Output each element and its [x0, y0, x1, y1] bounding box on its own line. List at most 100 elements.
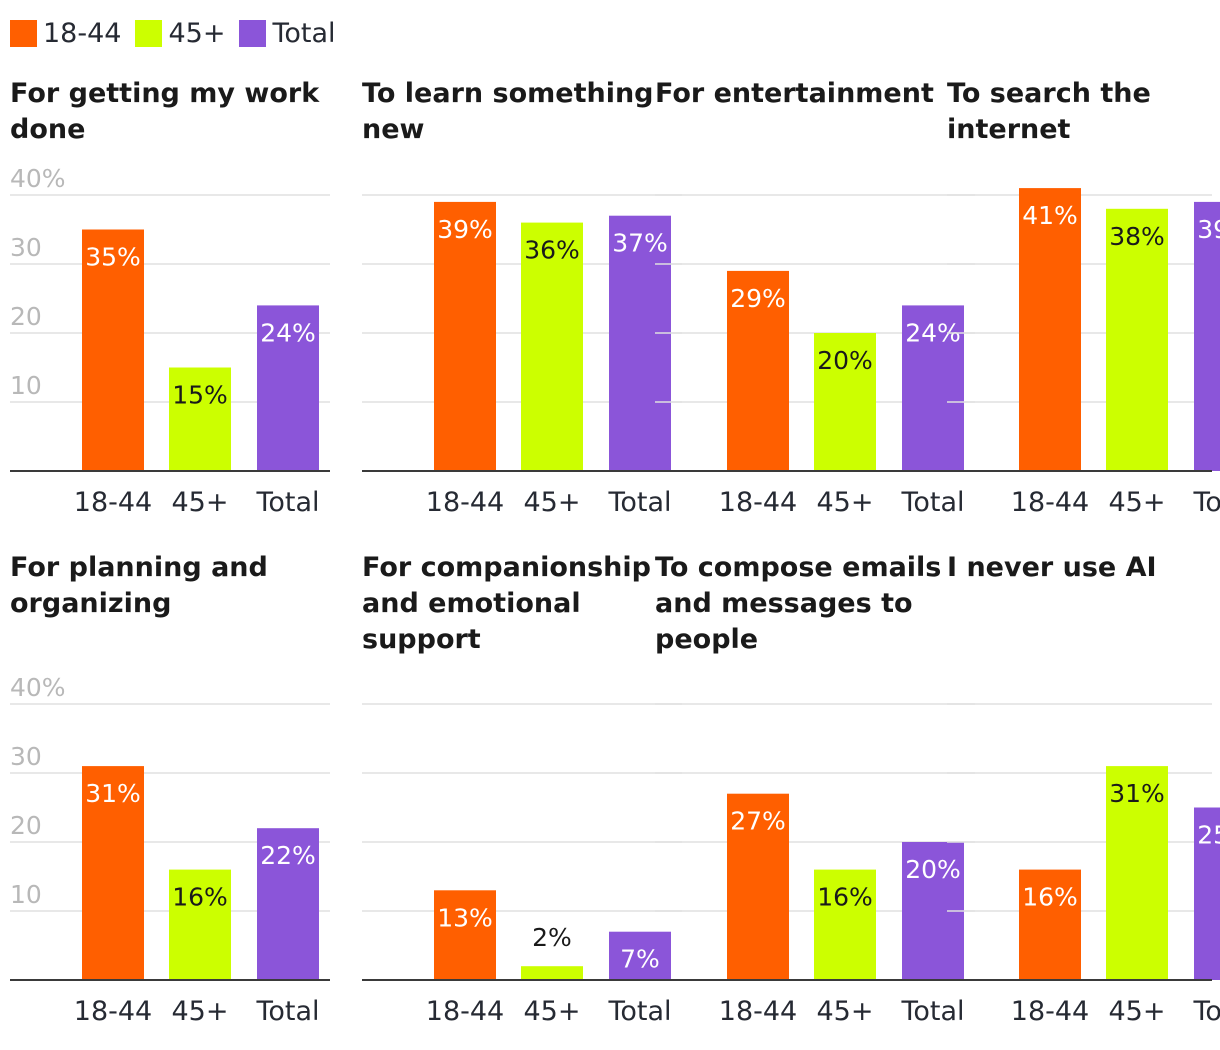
panel-planning-organizing: For planning and organizing 40% 30 20 10 31%… [10, 550, 335, 1050]
value-label-total: 22% [260, 841, 316, 870]
panel-work-done: For getting my work done 40% 30 20 10 35% 15%… [10, 76, 335, 576]
bar-45-plus [1106, 766, 1168, 980]
bar-18-44 [434, 890, 496, 980]
value-label-18-44: 39% [437, 215, 493, 244]
bar-45-plus [814, 869, 876, 980]
value-label-18-44: 16% [1022, 883, 1078, 912]
bar-total [1194, 807, 1220, 980]
value-label-18-44: 31% [85, 779, 141, 808]
x-tick-label-45-plus: 45+ [1109, 996, 1166, 1027]
panel-title: To search the internet [947, 78, 1151, 145]
value-label-45-plus: 16% [172, 883, 228, 912]
bar-total [609, 215, 671, 471]
bar-18-44 [727, 793, 789, 980]
x-tick-label-total: Total [1192, 996, 1220, 1027]
panel-compose-emails: To compose emails and messages to people… [655, 550, 980, 1050]
value-label-total: 7% [620, 945, 660, 974]
panel-never-use-ai: I never use AI 16% 31% 25% 18-44 45+ Total [947, 550, 1220, 1050]
x-tick-label-18-44: 18-44 [1011, 487, 1089, 518]
legend: 18-44 45+ Total [10, 18, 336, 49]
x-tick-label-18-44: 18-44 [719, 996, 797, 1027]
x-tick-label-45-plus: 45+ [524, 487, 581, 518]
bar-chart-compose-emails: 27% 16% 20% 18-44 45+ Total [655, 703, 975, 1027]
panel-title: To learn something new [362, 78, 654, 145]
bar-45-plus [169, 367, 231, 471]
bar-18-44 [1019, 869, 1081, 980]
x-tick-label-45-plus: 45+ [1109, 487, 1166, 518]
value-label-45-plus: 38% [1109, 222, 1165, 251]
value-label-total: 37% [612, 229, 668, 258]
legend-label-18-44: 18-44 [43, 18, 122, 49]
legend-label-45-plus: 45+ [168, 18, 226, 49]
x-tick-label-45-plus: 45+ [524, 996, 581, 1027]
legend-label-total: Total [272, 18, 336, 49]
value-label-45-plus: 31% [1109, 779, 1165, 808]
x-tick-label-18-44: 18-44 [1011, 996, 1089, 1027]
bar-45-plus [521, 222, 583, 471]
y-tick-label: 10 [10, 371, 42, 400]
x-tick-label-45-plus: 45+ [172, 996, 229, 1027]
bar-chart-planning-organizing: 40% 30 20 10 31% 16% 22% 18-44 45+ Total [10, 673, 330, 1027]
value-label-total: 25% [1197, 821, 1220, 850]
bar-45-plus [1106, 208, 1168, 472]
bar-45-plus [169, 869, 231, 980]
legend-item-18-44: 18-44 [10, 18, 121, 49]
panel-title: To compose emails and messages to people [655, 552, 942, 655]
bar-chart-entertainment: 29%20%24%18-44 45+ Total [655, 194, 975, 518]
panel-companionship: For companionship and emotional support … [362, 550, 687, 1050]
y-tick-label: 20 [10, 302, 42, 331]
bar-total [257, 828, 319, 980]
value-label-total: 39% [1197, 215, 1220, 244]
y-tick-label: 40% [10, 164, 66, 193]
panel-title: I never use AI [947, 552, 1157, 583]
x-tick-label-total: Total [900, 996, 964, 1027]
value-label-45-plus: 15% [172, 381, 228, 410]
bar-18-44 [727, 270, 789, 471]
value-label-18-44: 13% [437, 903, 493, 932]
bar-18-44 [82, 766, 144, 980]
x-tick-label-total: Total [255, 487, 319, 518]
bar-total [1194, 201, 1220, 471]
panel-title: For planning and organizing [10, 552, 268, 619]
y-tick-label: 10 [10, 880, 42, 909]
y-tick-label: 40% [10, 673, 66, 702]
x-tick-label-18-44: 18-44 [719, 487, 797, 518]
x-tick-label-18-44: 18-44 [74, 487, 152, 518]
x-tick-label-total: Total [255, 996, 319, 1027]
bar-chart-companionship: 13% 2% 7% 18-44 45+ Total [362, 703, 682, 1027]
bar-chart-search-internet: 41% 38% 39% 18-44 45+ Total [947, 188, 1220, 518]
value-label-18-44: 27% [730, 807, 786, 836]
value-label-18-44: 29% [730, 284, 786, 313]
legend-item-total: Total [239, 18, 336, 49]
value-label-45-plus: 20% [817, 346, 873, 375]
bar-chart-work-done: 40% 30 20 10 35% 15% 24% 18-44 45+ Total [10, 164, 330, 518]
y-tick-label: 30 [10, 742, 42, 771]
bar-18-44 [82, 229, 144, 471]
legend-swatch-45-plus [135, 20, 163, 47]
bar-total [257, 305, 319, 471]
value-label-18-44: 41% [1022, 201, 1078, 230]
x-tick-label-45-plus: 45+ [172, 487, 229, 518]
x-tick-label-18-44: 18-44 [74, 996, 152, 1027]
panel-entertainment: For entertainment 29% 20% 24% 18-44 45+ Total [655, 76, 980, 576]
value-label-45-plus: 36% [524, 236, 580, 265]
bar-18-44 [1019, 188, 1081, 471]
panel-title: For entertainment [655, 78, 934, 109]
bar-45-plus [521, 966, 583, 980]
x-tick-label-18-44: 18-44 [426, 487, 504, 518]
value-label-45-plus: 2% [532, 923, 572, 952]
y-tick-label: 30 [10, 233, 42, 262]
x-tick-label-total: Total [900, 487, 964, 518]
x-tick-label-total: Total [607, 487, 671, 518]
value-label-45-plus: 16% [817, 883, 873, 912]
value-label-total: 20% [905, 855, 961, 884]
value-label-18-44: 35% [85, 243, 141, 272]
panel-search-internet: To search the internet 41% 38% 39% 18-44 45+… [947, 76, 1220, 576]
y-tick-label: 20 [10, 811, 42, 840]
x-tick-label-45-plus: 45+ [817, 996, 874, 1027]
bar-18-44 [434, 201, 496, 471]
x-tick-label-total: Total [607, 996, 671, 1027]
legend-item-45-plus: 45+ [135, 18, 225, 49]
legend-swatch-total [239, 20, 267, 47]
legend-swatch-18-44 [10, 20, 37, 47]
